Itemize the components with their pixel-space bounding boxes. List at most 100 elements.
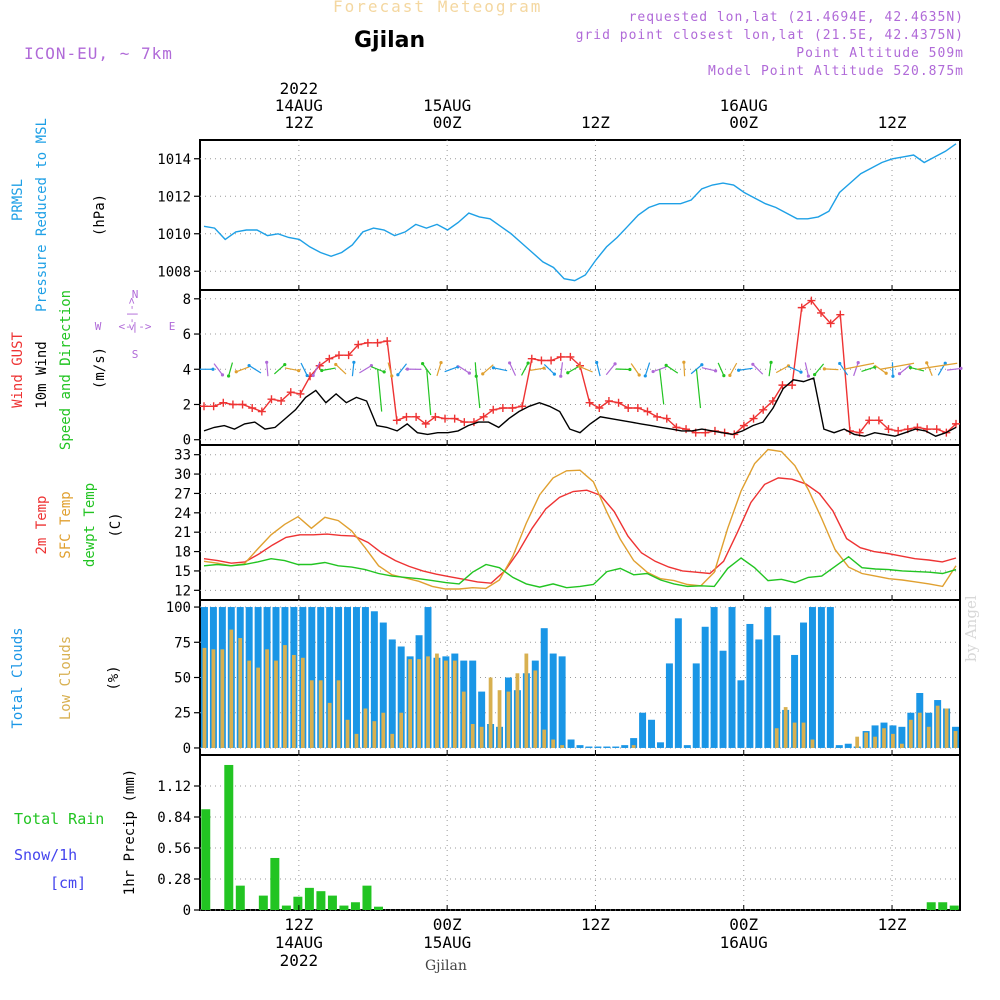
gust-marker	[363, 338, 372, 347]
wind-arrow-head	[439, 360, 443, 365]
wind-direction-arrow	[482, 364, 494, 375]
y-tick-label: 6	[183, 327, 191, 343]
series-temp2m	[203, 477, 957, 584]
gust-marker	[431, 412, 440, 421]
top-time-label: 2022	[280, 79, 319, 98]
total_clouds-bar	[361, 607, 369, 748]
model-altitude: Model Point Altitude 520.875m	[708, 64, 964, 79]
gust-marker	[412, 412, 421, 421]
wind-arrow-head	[467, 371, 471, 375]
model-label: ICON-EU, ~ 7km	[24, 44, 173, 63]
y-tick-label: 15	[174, 564, 191, 580]
wind-arrow-head	[283, 362, 287, 367]
low_clouds-bar	[426, 656, 430, 748]
wind-direction-arrow	[768, 362, 772, 377]
gust-marker	[402, 412, 411, 421]
gust-marker	[585, 398, 594, 407]
wind-direction-arrow	[926, 362, 933, 376]
wind-arrow-head	[643, 374, 647, 378]
gust-marker	[826, 319, 835, 328]
total_clouds-bar	[639, 712, 647, 748]
total_clouds-bar	[308, 607, 316, 748]
low_clouds-bar	[917, 712, 922, 748]
y-tick-label: 1014	[157, 152, 191, 168]
low_clouds-bar	[855, 736, 860, 748]
wind-arrow-head	[799, 370, 803, 374]
low_clouds-bar	[891, 733, 895, 748]
panel-clouds	[200, 600, 960, 755]
top-time-label: 16AUG	[720, 96, 768, 115]
wind-direction-arrow	[436, 362, 442, 377]
sfctemp-label: SFC Temp	[58, 491, 74, 558]
low_clouds-bar	[435, 653, 439, 748]
wind-direction-arrow	[814, 363, 825, 376]
gust-marker	[373, 338, 382, 347]
wind-arrow-head	[566, 371, 570, 375]
temp-units: (C)	[108, 512, 124, 537]
low_clouds-bar	[524, 653, 529, 748]
total_clouds-bar	[710, 607, 718, 748]
wind-direction-arrow	[861, 366, 876, 372]
precip-units: 1hr Precip (mm)	[122, 769, 138, 895]
total_clouds-bar	[773, 635, 781, 748]
low_clouds-bar	[506, 691, 511, 748]
gust-marker	[807, 296, 816, 305]
total_clouds-bar	[558, 656, 566, 748]
wind-arrow-head	[959, 366, 963, 371]
wind-direction-arrow	[738, 367, 753, 371]
total_clouds-bar	[335, 607, 343, 748]
y-tick-label: 30	[174, 467, 191, 483]
low_clouds-bar	[953, 731, 958, 748]
low_clouds-bar	[363, 708, 368, 748]
total_clouds-bar	[800, 622, 808, 748]
total_clouds-bar	[603, 746, 611, 748]
low_clouds-bar	[560, 745, 564, 748]
bottom-time-label: 16AUG	[720, 933, 768, 952]
low_clouds-bar	[345, 719, 350, 748]
wind-arrow-head	[211, 367, 215, 371]
wind-arrow-head	[925, 361, 929, 365]
low_clouds-bar	[864, 732, 868, 748]
compass-e: E	[169, 320, 176, 333]
bottom-time-label: 12Z	[581, 915, 610, 934]
total_clouds-bar	[326, 607, 334, 748]
gust-marker	[238, 400, 247, 409]
wind10m-label: 10m Wind	[34, 341, 50, 408]
wind-direction-arrow	[804, 362, 810, 377]
wind-direction-arrow	[729, 362, 738, 376]
low_clouds-bar	[935, 705, 940, 748]
rain-bar	[350, 902, 360, 910]
total_clouds-bar	[344, 607, 352, 748]
rain-bar	[362, 885, 372, 910]
low_clouds-bar	[220, 649, 225, 748]
gust-marker	[768, 396, 777, 405]
low_clouds-bar	[327, 702, 332, 748]
wind-direction-arrow	[273, 364, 286, 375]
low_clouds-bar	[452, 660, 457, 748]
gust-marker	[508, 404, 517, 413]
total_clouds-bar	[317, 607, 325, 748]
low_clouds-bar	[444, 660, 448, 748]
low-clouds-label: Low Clouds	[58, 636, 74, 720]
gust-marker	[624, 404, 633, 413]
wind-direction-arrow	[560, 362, 564, 377]
low_clouds-bar	[300, 657, 305, 748]
gust-marker	[479, 412, 488, 421]
gust-marker	[344, 351, 353, 360]
total_clouds-bar	[567, 739, 575, 748]
y-tick-label: 24	[174, 506, 191, 522]
gust-marker	[682, 425, 691, 434]
rain-bar	[281, 905, 291, 910]
wind-arrow-head	[297, 368, 301, 373]
low_clouds-bar	[542, 729, 547, 748]
bottom-time-label: 00Z	[729, 915, 758, 934]
wind-direction-arrow	[775, 365, 789, 374]
wind-direction-arrow	[444, 366, 459, 373]
temp2m-label: 2m Temp	[34, 495, 50, 554]
total_clouds-bar	[898, 726, 906, 748]
total_clouds-bar	[835, 745, 843, 748]
rain-bar	[339, 905, 349, 910]
y-tick-label: 18	[174, 545, 191, 561]
total_clouds-bar	[540, 628, 548, 748]
gust-marker	[739, 421, 748, 430]
